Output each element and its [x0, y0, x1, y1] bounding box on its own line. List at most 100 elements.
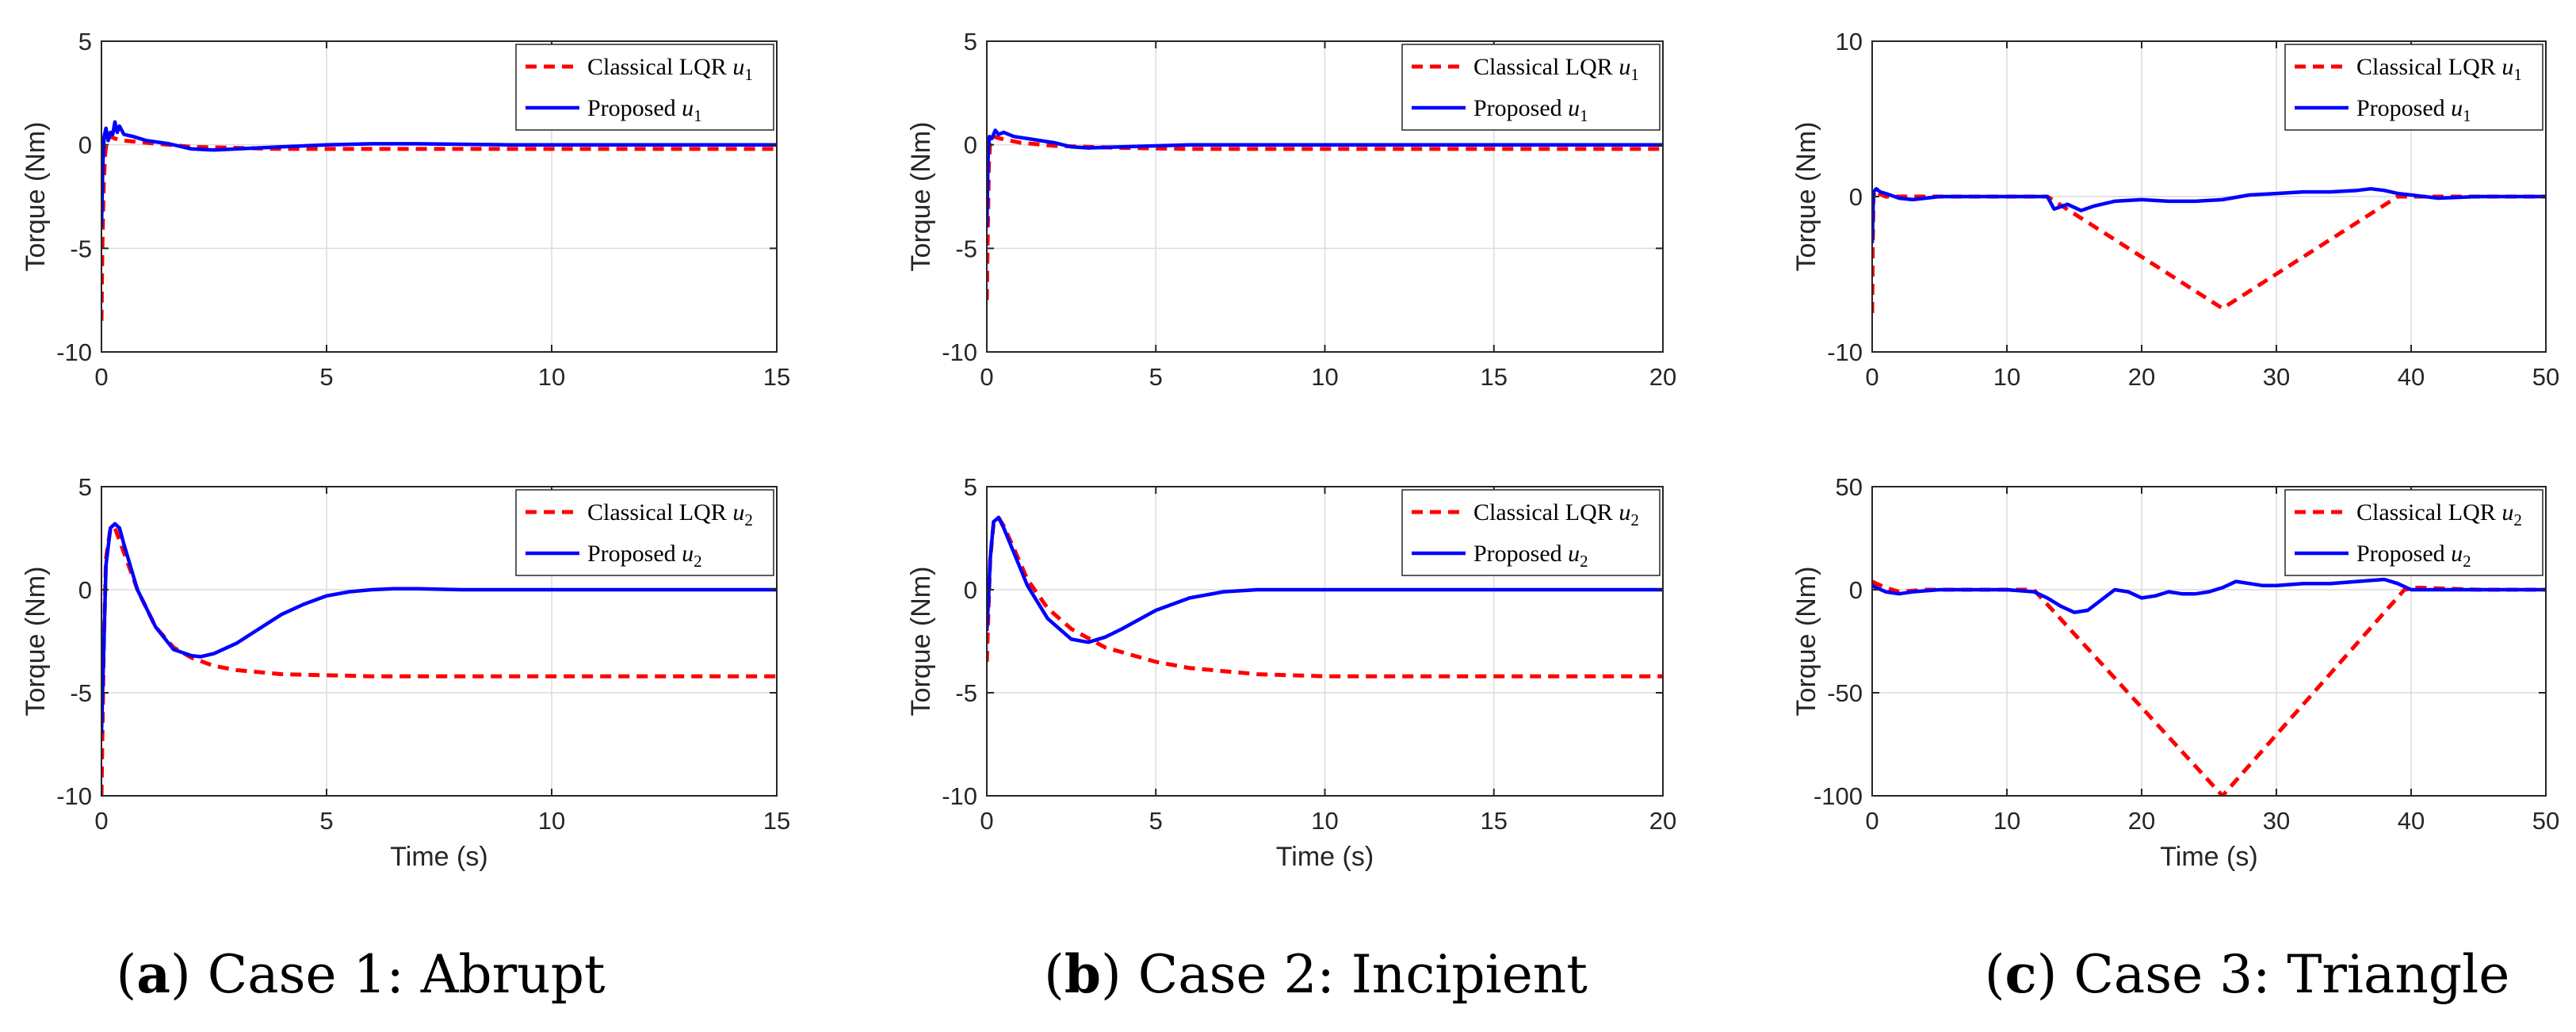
chart-c-top-legend-sub: 1	[2513, 65, 2522, 84]
chart-b-bottom-legend-label: Proposed u2	[1473, 541, 1588, 571]
caption-b: (b) Case 2: Incipient	[1044, 943, 1588, 1005]
chart-c-top-ylabel: Torque (Nm)	[1791, 122, 1821, 272]
chart-c-bottom-xtick-label: 0	[1865, 807, 1878, 835]
chart-b-top-legend-symbol: u	[1619, 54, 1630, 80]
chart-b-top-xtick-label: 20	[1649, 363, 1676, 391]
chart-b-bottom-xlabel: Time (s)	[1276, 842, 1374, 872]
chart-a-bottom-legend-sub: 2	[744, 510, 753, 529]
chart-a-top-ylabel: Torque (Nm)	[21, 122, 51, 272]
chart-a-top-ytick-label: 0	[78, 132, 92, 159]
captions-layer: (a) Case 1: Abrupt (b) Case 2: Incipient…	[117, 943, 2510, 1005]
chart-c-top-legend-label: Proposed u1	[2356, 95, 2471, 125]
chart-a-top-xtick-label: 10	[538, 363, 565, 391]
chart-b-top-ylabel: Torque (Nm)	[906, 122, 936, 272]
chart-a-top-legend-label: Classical LQR u1	[587, 54, 753, 84]
chart-c-bottom-ytick-label: 50	[1836, 473, 1863, 501]
chart-b-top-xtick-label: 5	[1149, 363, 1163, 391]
chart-a-top-legend-symbol: u	[732, 54, 744, 80]
chart-c-top-legend-sub: 1	[2463, 106, 2471, 125]
chart-a-bottom-xtick-label: 15	[763, 807, 790, 835]
chart-c-bottom-series-proposed-line	[1872, 577, 2546, 614]
chart-a-top-axes-box	[101, 40, 778, 353]
chart-a-top-legend-name: Proposed	[587, 95, 682, 121]
chart-c-top-xtick-label: 0	[1865, 363, 1878, 391]
chart-c-bottom-xtick-label: 40	[2398, 807, 2425, 835]
chart-b-bottom-legend-symbol: u	[1619, 499, 1630, 526]
chart-b-bottom-xtick-label: 20	[1649, 807, 1676, 835]
chart-a-bottom-ytick-label: 0	[78, 576, 92, 604]
chart-c-bottom-axes-box	[1871, 486, 2547, 797]
chart-b-top-xtick-label: 0	[980, 363, 993, 391]
chart-b-bottom-series-classical-lqr-line	[987, 515, 1663, 678]
chart-b-bottom-legend-box	[1401, 489, 1661, 576]
chart-b-top-legend-name: Classical LQR	[1473, 54, 1619, 80]
chart-c-top-xtick-label: 20	[2128, 363, 2155, 391]
chart-a-bottom-xtick-label: 0	[94, 807, 108, 835]
chart-b-bottom-ytick-label: 5	[964, 473, 977, 501]
chart-c-bottom-ylabel: Torque (Nm)	[1791, 567, 1821, 717]
chart-a-bottom-xlabel: Time (s)	[390, 842, 487, 872]
chart-a-bottom-legend-sub: 2	[694, 552, 702, 571]
caption-c-text: Case 3: Triangle	[2057, 944, 2509, 1005]
chart-a-bottom-legend-label: Classical LQR u2	[587, 499, 753, 529]
chart-a-bottom-axes-box	[101, 486, 778, 797]
chart-c-bottom-legend-box	[2284, 489, 2544, 576]
chart-a-bottom-legend-name: Classical LQR	[587, 499, 732, 526]
caption-c: (c) Case 3: Triangle	[1985, 943, 2510, 1005]
chart-c-bottom-ytick-label: -100	[1814, 782, 1863, 810]
caption-c-letter: c	[2005, 943, 2036, 1005]
chart-c-bottom-xtick-label: 20	[2128, 807, 2155, 835]
chart-b-top-ytick-label: -10	[942, 338, 977, 366]
chart-b-bottom-legend-symbol: u	[1568, 541, 1580, 567]
chart-c-bottom-legend-sub: 2	[2513, 510, 2522, 529]
chart-c-bottom-legend-label: Classical LQR u2	[2356, 499, 2522, 529]
chart-c-bottom-legend-symbol: u	[2501, 499, 2513, 526]
chart-c-bottom-ytick-label: -50	[1827, 679, 1863, 707]
chart-c-top-xtick-label: 10	[1993, 363, 2020, 391]
chart-c-top-xtick-label: 30	[2263, 363, 2290, 391]
chart-b-top-series-proposed-line	[987, 128, 1663, 228]
chart-c-bottom-legend-label: Proposed u2	[2356, 541, 2471, 571]
chart-b-top-legend-name: Proposed	[1473, 95, 1568, 121]
chart-a-top-ytick-label: -10	[56, 338, 92, 366]
chart-c-bottom-legend-name: Proposed	[2356, 541, 2451, 567]
chart-c-top-xtick-label: 40	[2398, 363, 2425, 391]
chart-b-bottom-legend-sub: 2	[1630, 510, 1639, 529]
chart-c-bottom-legend-symbol: u	[2451, 541, 2463, 567]
chart-b-bottom-legend-label: Classical LQR u2	[1473, 499, 1639, 529]
chart-c-top-series-proposed-line	[1872, 186, 2546, 243]
chart-a-top-series-classical-lqr-line	[101, 134, 777, 321]
chart-a-bottom-xtick-label: 5	[319, 807, 333, 835]
chart-c-bottom-xtick-label: 10	[1993, 807, 2020, 835]
chart-c-top-legend-name: Proposed	[2356, 95, 2451, 121]
chart-c-top-xtick-label: 50	[2532, 363, 2559, 391]
chart-c-top-ytick-label: 10	[1836, 28, 1863, 55]
caption-a-text: Case 1: Abrupt	[191, 944, 606, 1005]
chart-b-bottom-legend-name: Proposed	[1473, 541, 1568, 567]
chart-b-top-ytick-label: 0	[964, 132, 977, 159]
chart-c-bottom-xlabel: Time (s)	[2160, 842, 2257, 872]
chart-a-bottom-series-proposed-line	[101, 522, 777, 735]
chart-b-bottom-ylabel: Torque (Nm)	[906, 567, 936, 717]
chart-a-top-series-proposed-line	[101, 120, 777, 228]
chart-a-bottom-legend-name: Proposed	[587, 541, 682, 567]
chart-b-bottom-legend-name: Classical LQR	[1473, 499, 1619, 526]
chart-c-bottom-legend-sub: 2	[2463, 552, 2471, 571]
chart-c-top-ytick-label: -10	[1827, 338, 1863, 366]
chart-b-bottom-ytick-label: 0	[964, 576, 977, 604]
chart-c-top-legend-box	[2284, 44, 2544, 131]
chart-b-top-legend-sub: 1	[1630, 65, 1639, 84]
caption-b-letter: b	[1064, 943, 1101, 1005]
chart-c-bottom-ytick-label: 0	[1849, 576, 1863, 604]
chart-b-bottom-xtick-label: 0	[980, 807, 993, 835]
chart-b-bottom-xtick-label: 15	[1481, 807, 1508, 835]
chart-a-top-legend-label: Proposed u1	[587, 95, 702, 125]
chart-b-top-legend-label: Proposed u1	[1473, 95, 1588, 125]
chart-a-bottom-xtick-label: 10	[538, 807, 565, 835]
chart-a-top-legend-sub: 1	[744, 65, 753, 84]
